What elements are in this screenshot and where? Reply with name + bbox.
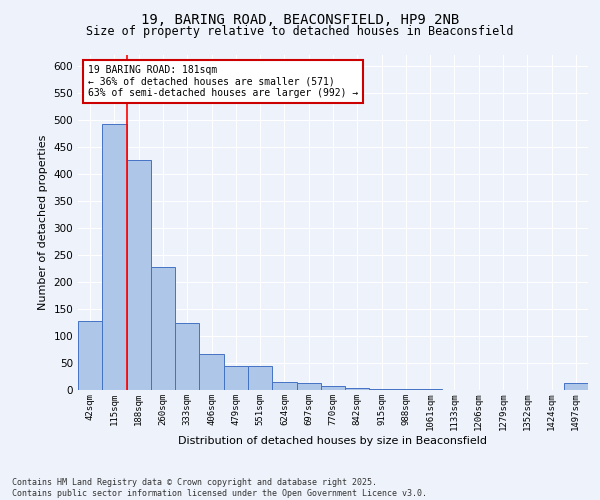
Bar [151, 267, 175, 390]
X-axis label: Distribution of detached houses by size in Beaconsfield: Distribution of detached houses by size … [179, 436, 487, 446]
Bar [175, 323, 199, 390]
Text: 19 BARING ROAD: 181sqm
← 36% of detached houses are smaller (571)
63% of semi-de: 19 BARING ROAD: 181sqm ← 36% of detached… [88, 65, 358, 98]
Bar [272, 382, 296, 390]
Bar [296, 383, 321, 390]
Bar [199, 354, 224, 390]
Bar [321, 386, 345, 390]
Bar [345, 388, 370, 390]
Bar [102, 124, 127, 390]
Y-axis label: Number of detached properties: Number of detached properties [38, 135, 48, 310]
Bar [127, 160, 151, 390]
Bar [564, 383, 588, 390]
Text: Size of property relative to detached houses in Beaconsfield: Size of property relative to detached ho… [86, 25, 514, 38]
Text: 19, BARING ROAD, BEACONSFIELD, HP9 2NB: 19, BARING ROAD, BEACONSFIELD, HP9 2NB [141, 12, 459, 26]
Bar [370, 389, 394, 390]
Bar [248, 366, 272, 390]
Bar [78, 321, 102, 390]
Text: Contains HM Land Registry data © Crown copyright and database right 2025.
Contai: Contains HM Land Registry data © Crown c… [12, 478, 427, 498]
Bar [224, 366, 248, 390]
